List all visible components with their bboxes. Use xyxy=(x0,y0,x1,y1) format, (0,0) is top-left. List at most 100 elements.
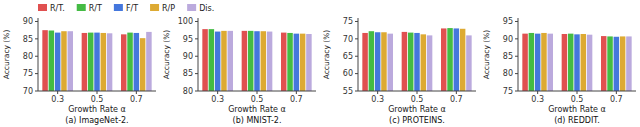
x-tick-label: 0.3 xyxy=(531,95,544,104)
x-tick xyxy=(257,91,258,94)
bar xyxy=(134,33,139,91)
bar xyxy=(221,31,226,91)
bar xyxy=(388,34,393,91)
bar xyxy=(581,34,586,91)
x-tick xyxy=(616,91,617,94)
x-tick xyxy=(537,91,538,94)
x-axis-label: Growth Rate α xyxy=(548,105,606,114)
x-axis-label: Growth Rate α xyxy=(68,105,126,114)
bar xyxy=(375,32,380,91)
bar xyxy=(42,30,47,91)
bar xyxy=(248,31,253,91)
panel: 70758085900.30.50.7Growth Rate αAccuracy… xyxy=(2,17,156,125)
x-tick-label: 0.5 xyxy=(571,95,584,104)
y-tick-label: 90 xyxy=(503,35,513,44)
y-tick-label: 65 xyxy=(343,52,353,61)
x-tick-label: 0.3 xyxy=(51,95,64,104)
x-tick xyxy=(97,91,98,94)
bar xyxy=(215,32,220,91)
y-tick xyxy=(355,38,358,39)
panel: 808590951000.30.50.7Growth Rate αAccurac… xyxy=(162,17,316,125)
legend-label: F/T xyxy=(126,4,138,13)
y-axis-line xyxy=(198,18,199,91)
bar xyxy=(408,33,413,91)
bar xyxy=(68,31,73,91)
bar xyxy=(626,36,631,91)
legend-label: Dis. xyxy=(199,4,214,13)
x-tick-label: 0.5 xyxy=(411,95,424,104)
x-axis-label: Growth Rate α xyxy=(228,105,286,114)
bar xyxy=(381,32,386,91)
y-tick-label: 95 xyxy=(183,35,193,44)
y-tick-label: 100 xyxy=(178,17,193,26)
x-tick-label: 0.3 xyxy=(371,95,384,104)
bar xyxy=(49,31,54,91)
title: (a) ImageNet-2. xyxy=(65,116,128,125)
y-tick-label: 80 xyxy=(183,87,193,96)
bar xyxy=(61,31,66,91)
legend: R/T. R/T F/T R/P Dis. xyxy=(38,4,214,13)
y-axis-label: Accuracy (%) xyxy=(2,30,11,80)
y-tick xyxy=(355,56,358,57)
bar xyxy=(447,28,452,91)
x-tick-label: 0.5 xyxy=(91,95,104,104)
y-tick xyxy=(35,73,38,74)
bar xyxy=(541,33,546,91)
bar xyxy=(281,33,286,91)
y-axis-label: Accuracy (%) xyxy=(482,30,491,80)
bar xyxy=(562,34,567,91)
y-tick-label: 70 xyxy=(23,87,33,96)
y-tick xyxy=(195,38,198,39)
bar xyxy=(607,36,612,91)
y-tick-label: 85 xyxy=(183,69,193,78)
legend-swatch xyxy=(187,4,196,11)
bar xyxy=(454,28,459,91)
x-tick xyxy=(136,91,137,94)
legend-item: R/T xyxy=(77,4,102,13)
bar xyxy=(441,28,446,91)
y-tick xyxy=(35,91,38,92)
y-tick xyxy=(515,38,518,39)
legend-swatch xyxy=(114,4,123,11)
bar xyxy=(101,33,106,91)
bar xyxy=(55,33,60,91)
bar xyxy=(202,29,207,91)
y-tick-label: 55 xyxy=(343,87,353,96)
bar xyxy=(121,34,126,91)
y-tick xyxy=(35,21,38,22)
y-tick xyxy=(195,21,198,22)
legend-item: Dis. xyxy=(187,4,214,13)
legend-label: R/P xyxy=(162,4,175,13)
y-tick-label: 60 xyxy=(343,69,353,78)
x-tick-label: 0.7 xyxy=(290,95,303,104)
y-tick-label: 80 xyxy=(503,69,513,78)
bar xyxy=(300,34,305,91)
legend-swatch xyxy=(38,4,47,11)
y-axis-line xyxy=(358,18,359,91)
y-axis-label: Accuracy (%) xyxy=(162,30,171,80)
legend-swatch xyxy=(77,4,86,11)
y-tick-label: 75 xyxy=(23,69,33,78)
x-tick xyxy=(377,91,378,94)
bar xyxy=(267,32,272,91)
bar xyxy=(140,38,145,91)
legend-label: R/T. xyxy=(50,4,65,13)
y-tick-label: 95 xyxy=(503,17,513,26)
x-tick xyxy=(417,91,418,94)
bar xyxy=(261,31,266,91)
bar xyxy=(209,29,214,91)
y-tick xyxy=(195,56,198,57)
bar xyxy=(414,33,419,91)
bars xyxy=(362,28,471,91)
y-tick xyxy=(355,21,358,22)
y-tick xyxy=(515,91,518,92)
y-axis-label: Accuracy (%) xyxy=(322,30,331,80)
y-tick xyxy=(355,91,358,92)
bar xyxy=(535,34,540,91)
bar xyxy=(88,33,93,91)
bar xyxy=(614,37,619,91)
y-tick-label: 85 xyxy=(23,35,33,44)
x-axis-label: Growth Rate α xyxy=(388,105,446,114)
x-tick-label: 0.3 xyxy=(211,95,224,104)
y-tick-label: 75 xyxy=(503,87,513,96)
